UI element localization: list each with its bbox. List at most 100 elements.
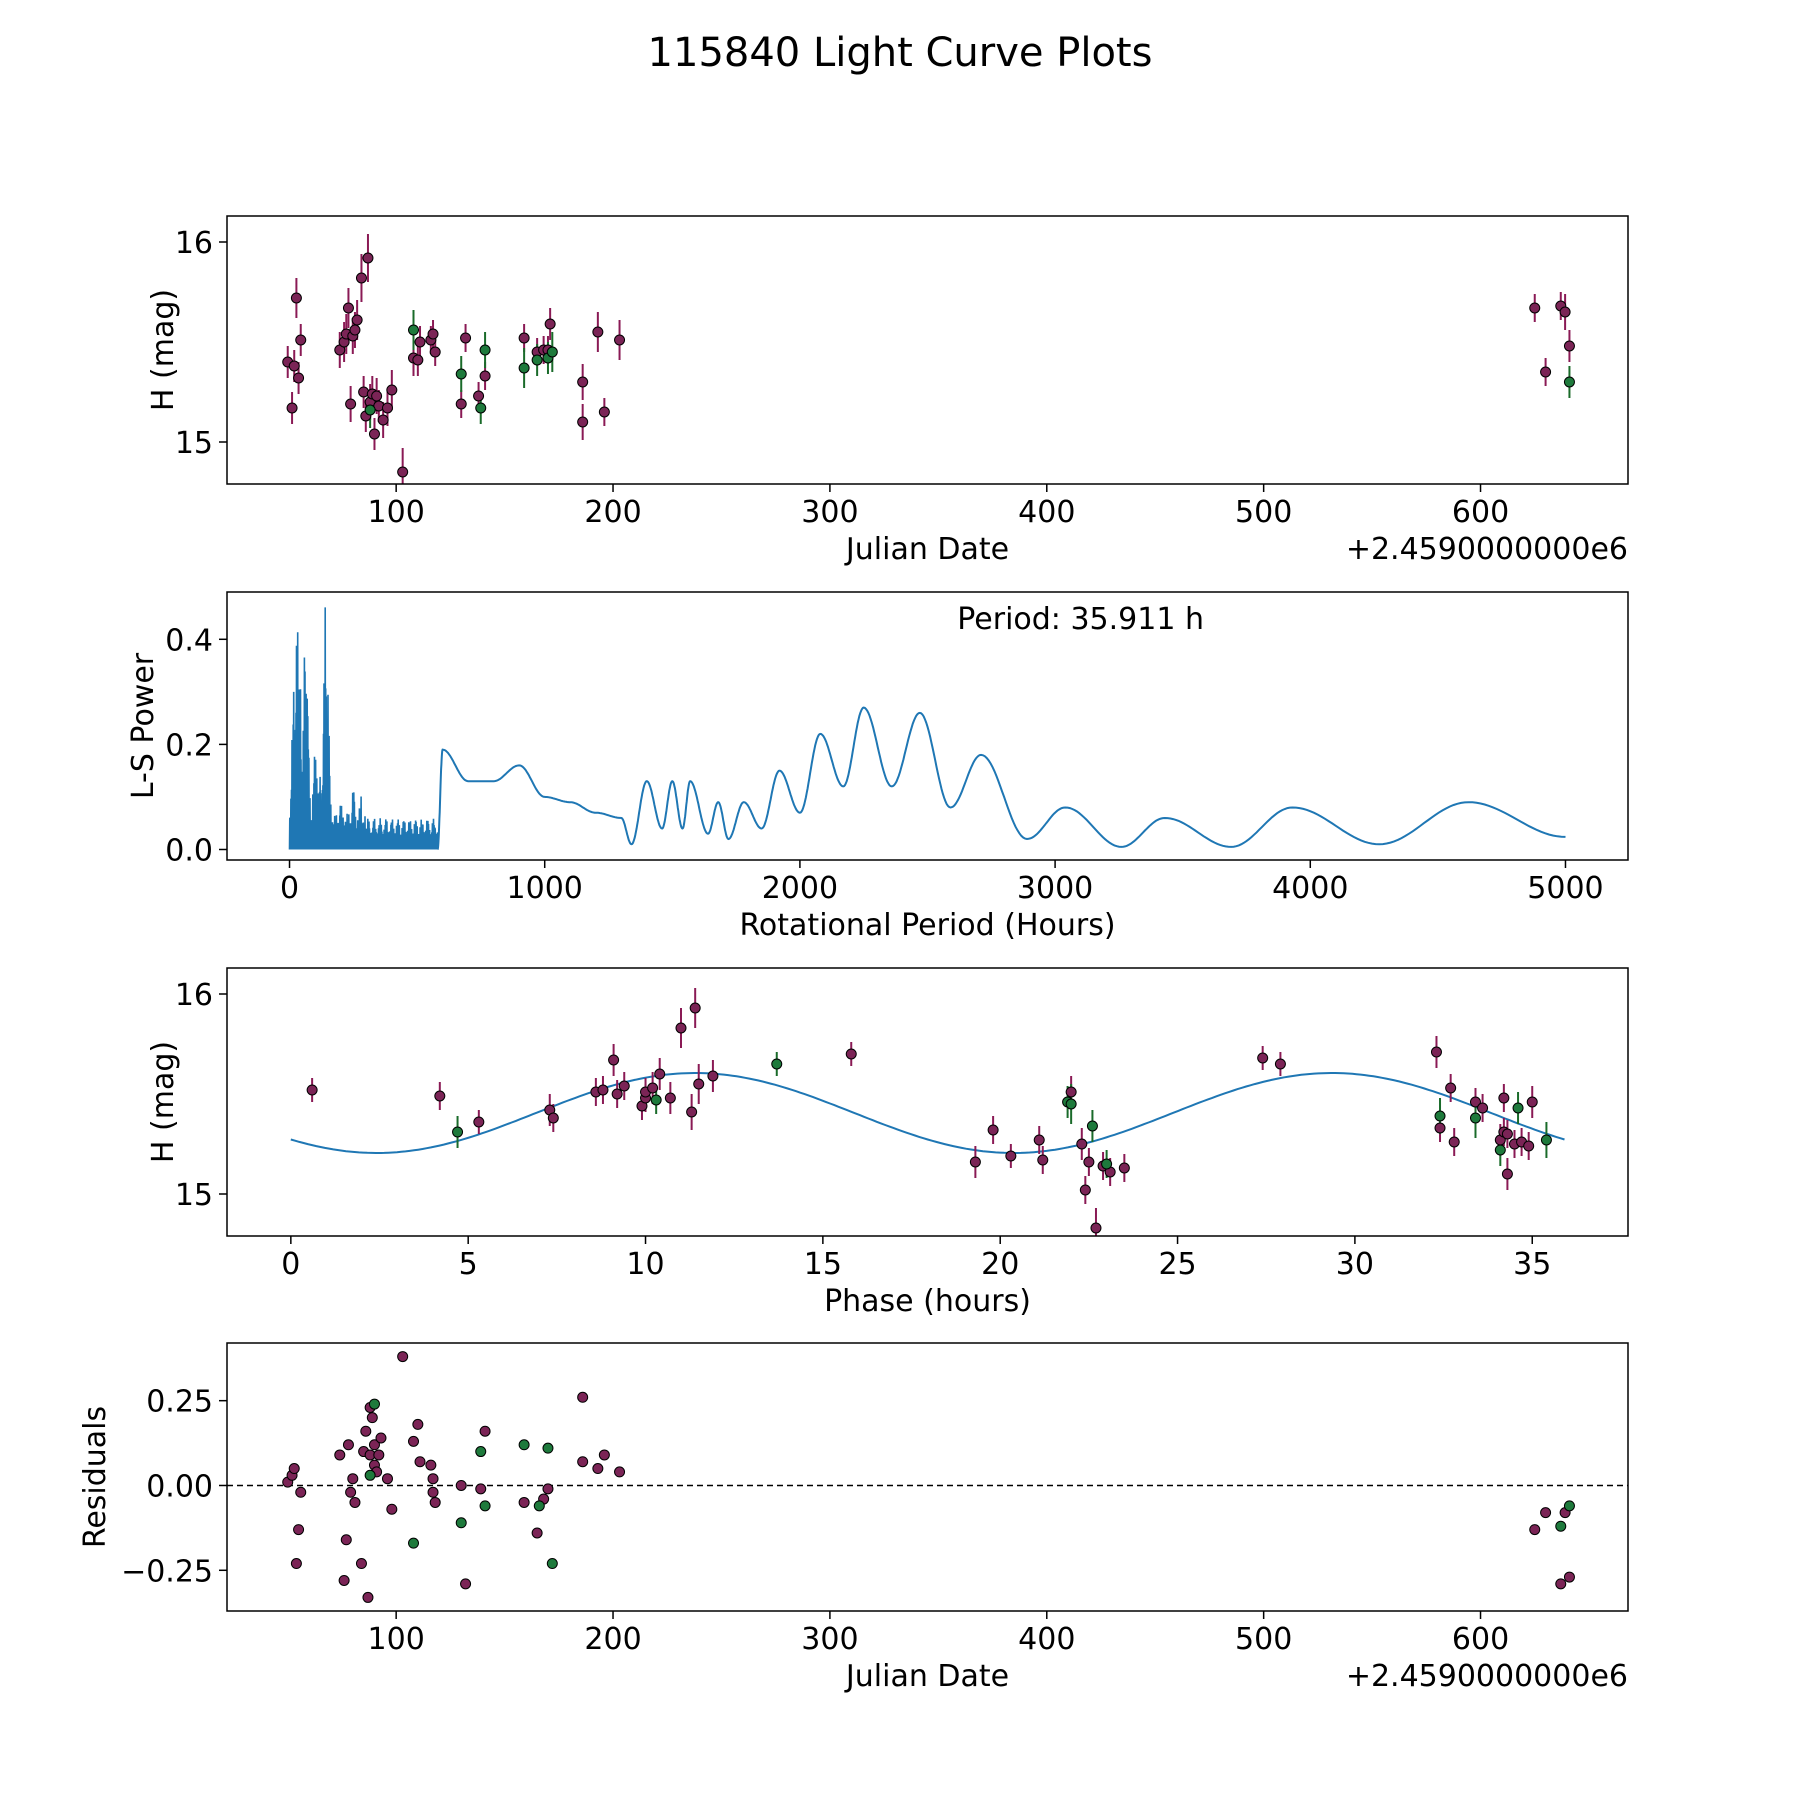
y-tick-label: 0.00 xyxy=(146,1469,213,1504)
secondary-data-point xyxy=(452,1126,464,1138)
primary-data-point xyxy=(987,1124,999,1136)
x-tick-label: 300 xyxy=(801,495,858,530)
primary-data-point xyxy=(969,1156,981,1168)
primary-data-point xyxy=(293,372,305,384)
primary-data-point xyxy=(1563,340,1575,352)
periodogram-dense-curve xyxy=(288,607,439,850)
y-tick-label: 16 xyxy=(175,226,213,261)
primary-data-point xyxy=(345,1486,357,1498)
primary-data-point xyxy=(614,334,626,346)
secondary-data-point xyxy=(1469,1112,1481,1124)
primary-data-point xyxy=(618,1080,630,1092)
secondary-data-point xyxy=(1512,1102,1524,1114)
primary-data-point xyxy=(295,334,307,346)
periodogram-curve xyxy=(436,706,1566,850)
primary-data-point xyxy=(397,466,409,478)
primary-data-point xyxy=(397,1351,409,1363)
primary-data-point xyxy=(608,1054,620,1066)
primary-data-point xyxy=(475,1483,487,1495)
subplot-3: 0 5 10 15 20 25 30 35 15 16 Phase (hours) H (mag) xyxy=(146,967,1629,1319)
plot-area xyxy=(227,1351,1628,1603)
primary-data-point xyxy=(577,416,589,428)
primary-data-point xyxy=(1523,1140,1535,1152)
x-tick-label: 35 xyxy=(1513,1247,1551,1282)
primary-data-point xyxy=(373,1449,385,1461)
primary-data-point xyxy=(429,346,441,358)
x-tick-label: 200 xyxy=(584,1622,641,1657)
secondary-data-point xyxy=(475,1446,487,1458)
primary-data-point xyxy=(340,1534,352,1546)
primary-data-point xyxy=(1118,1162,1130,1174)
y-tick-label: 0.25 xyxy=(146,1385,213,1420)
model-fit-line xyxy=(290,1072,1565,1154)
primary-data-point xyxy=(542,1483,554,1495)
primary-data-point xyxy=(614,1466,626,1478)
primary-data-point xyxy=(597,1084,609,1096)
y-axis-label: L-S Power xyxy=(126,652,161,799)
secondary-data-point xyxy=(542,1442,554,1454)
primary-data-point xyxy=(455,398,467,410)
primary-data-point xyxy=(1430,1046,1442,1058)
y-axis-label: Residuals xyxy=(78,1406,113,1548)
secondary-data-point xyxy=(518,362,530,374)
x-tick-label: 400 xyxy=(1018,1622,1075,1657)
primary-data-point xyxy=(1529,1524,1541,1536)
primary-data-point xyxy=(434,1090,446,1102)
secondary-data-point xyxy=(408,1537,420,1549)
primary-data-point xyxy=(412,354,424,366)
primary-data-point xyxy=(592,326,604,338)
x-tick-label: 5 xyxy=(459,1247,478,1282)
subplot-4: 100 200 300 400 500 600 −0.25 0.00 0.25 Julian Da… xyxy=(78,1342,1629,1694)
x-axis-label: Julian Date xyxy=(844,532,1009,567)
x-tick-label: 100 xyxy=(368,495,425,530)
x-offset-label: +2.4590000000e6 xyxy=(1346,532,1628,567)
secondary-data-point xyxy=(1563,1500,1575,1512)
secondary-data-point xyxy=(475,402,487,414)
primary-data-point xyxy=(577,376,589,388)
primary-data-point xyxy=(1448,1136,1460,1148)
x-axis-label: Julian Date xyxy=(844,1659,1009,1694)
x-tick-label: 3000 xyxy=(1017,871,1093,906)
x-tick-label: 30 xyxy=(1336,1247,1374,1282)
x-tick-label: 4000 xyxy=(1272,871,1348,906)
primary-data-point xyxy=(349,1496,361,1508)
primary-data-point xyxy=(429,1496,441,1508)
x-tick-label: 200 xyxy=(584,495,641,530)
primary-data-point xyxy=(377,414,389,426)
subplot-2: Period: 35.911 h 0 1000 2000 3000 4000 5000 0.0… xyxy=(126,591,1629,943)
x-tick-label: 5000 xyxy=(1527,871,1603,906)
primary-data-point xyxy=(414,336,426,348)
secondary-data-point xyxy=(1494,1144,1506,1156)
y-tick-label: 15 xyxy=(175,1178,213,1213)
primary-data-point xyxy=(1559,306,1571,318)
primary-data-point xyxy=(414,1456,426,1468)
x-tick-label: 500 xyxy=(1235,1622,1292,1657)
primary-data-point xyxy=(355,272,367,284)
primary-data-point xyxy=(473,1116,485,1128)
primary-data-point xyxy=(386,384,398,396)
primary-data-point xyxy=(1540,366,1552,378)
primary-data-point xyxy=(1434,1122,1446,1134)
y-tick-label: −0.25 xyxy=(121,1554,213,1589)
primary-data-point xyxy=(368,428,380,440)
y-axis-label: H (mag) xyxy=(146,289,181,411)
primary-data-point xyxy=(381,402,393,414)
x-tick-label: 25 xyxy=(1158,1247,1196,1282)
plot-frame xyxy=(226,591,1629,861)
primary-data-point xyxy=(544,318,556,330)
primary-data-point xyxy=(1498,1092,1510,1104)
secondary-data-point xyxy=(771,1058,783,1070)
primary-data-point xyxy=(518,1496,530,1508)
primary-data-point xyxy=(1501,1128,1513,1140)
x-tick-label: 300 xyxy=(801,1622,858,1657)
primary-data-point xyxy=(845,1048,857,1060)
primary-data-point xyxy=(1445,1082,1457,1094)
x-tick-label: 0 xyxy=(281,1247,300,1282)
x-tick-label: 20 xyxy=(981,1247,1019,1282)
primary-data-point xyxy=(1037,1154,1049,1166)
primary-data-point xyxy=(355,1558,367,1570)
primary-data-point xyxy=(362,252,374,264)
primary-data-point xyxy=(295,1486,307,1498)
